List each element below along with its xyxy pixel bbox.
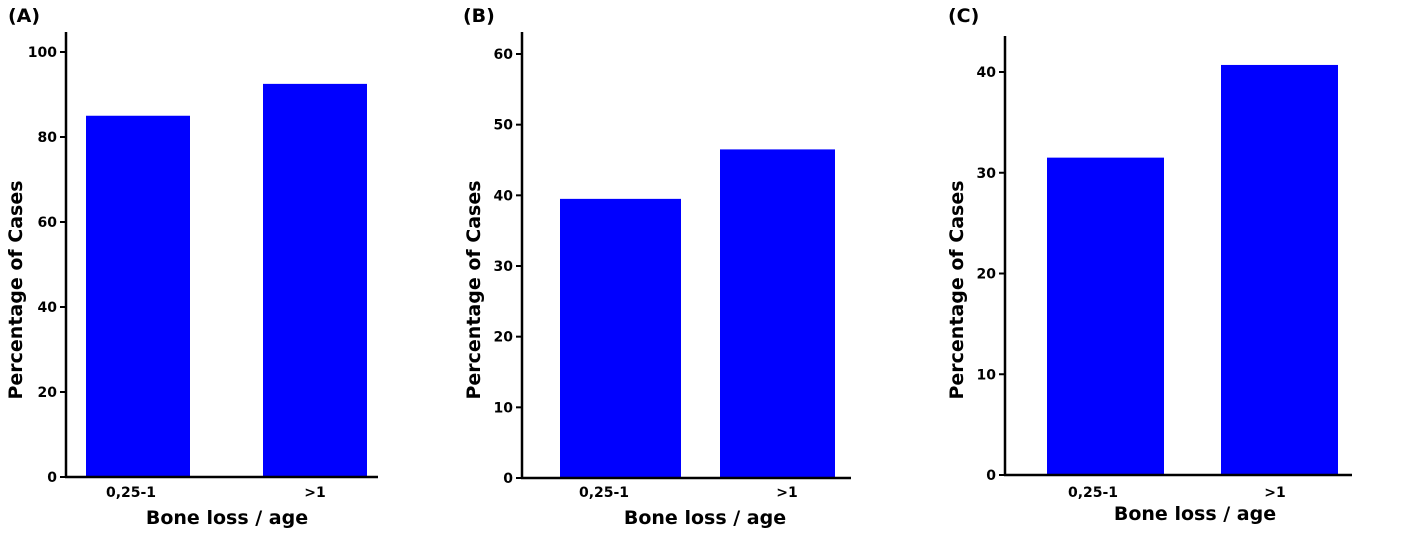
x-tick-label: 0,25-1: [106, 485, 156, 501]
chart-panel-a: (A) 0 20 40 60 80 100 0,25-1 >1 Bone loss / age Pe…: [5, 5, 378, 529]
y-axis-title: Percentage of Cases: [463, 180, 485, 399]
bar-1: [1047, 157, 1164, 475]
y-tick-label: 10: [494, 400, 514, 416]
bar-2: [1221, 64, 1338, 475]
x-tick-label: >1: [776, 485, 797, 501]
y-tick-label: 0: [503, 471, 513, 487]
y-axis-title: Percentage of Cases: [946, 180, 968, 399]
y-tick-label: 80: [38, 130, 58, 146]
y-tick-label: 0: [986, 468, 996, 484]
x-axis-title: Bone loss / age: [1114, 503, 1276, 525]
y-tick-label: 0: [47, 470, 57, 486]
y-tick-label: 20: [38, 385, 58, 401]
x-tick-label: >1: [1264, 485, 1285, 501]
y-tick-label: 40: [38, 300, 58, 316]
x-axis-title: Bone loss / age: [146, 507, 308, 529]
y-tick-label: 30: [977, 166, 997, 182]
bar-1: [86, 115, 190, 477]
y-tick-label: 50: [494, 118, 514, 134]
y-tick-label: 20: [494, 330, 514, 346]
chart-panel-c: (C) 0 10 20 30 40 0,25-1 >1 Bone loss / age Perce…: [946, 5, 1352, 525]
y-tick-label: 60: [494, 47, 514, 63]
bar-2: [720, 149, 835, 478]
y-tick-label: 40: [977, 65, 997, 81]
panel-label: (C): [948, 5, 979, 27]
y-tick-label: 100: [28, 45, 57, 61]
y-tick-label: 60: [38, 215, 58, 231]
bar-1: [560, 198, 681, 478]
panel-label: (B): [463, 5, 495, 27]
y-tick-label: 30: [494, 259, 514, 275]
panel-label: (A): [8, 5, 40, 27]
bar-2: [263, 83, 367, 477]
chart-panel-b: (B) 0 10 20 30 40 50 60 0,25-1 >1 Bone loss / age P…: [463, 5, 851, 529]
y-tick-label: 10: [977, 367, 997, 383]
x-axis-title: Bone loss / age: [624, 507, 786, 529]
x-tick-label: 0,25-1: [579, 485, 629, 501]
y-tick-label: 20: [977, 267, 997, 283]
y-axis-title: Percentage of Cases: [5, 180, 27, 399]
x-tick-label: 0,25-1: [1068, 485, 1118, 501]
x-tick-label: >1: [304, 485, 325, 501]
y-tick-label: 40: [494, 188, 514, 204]
